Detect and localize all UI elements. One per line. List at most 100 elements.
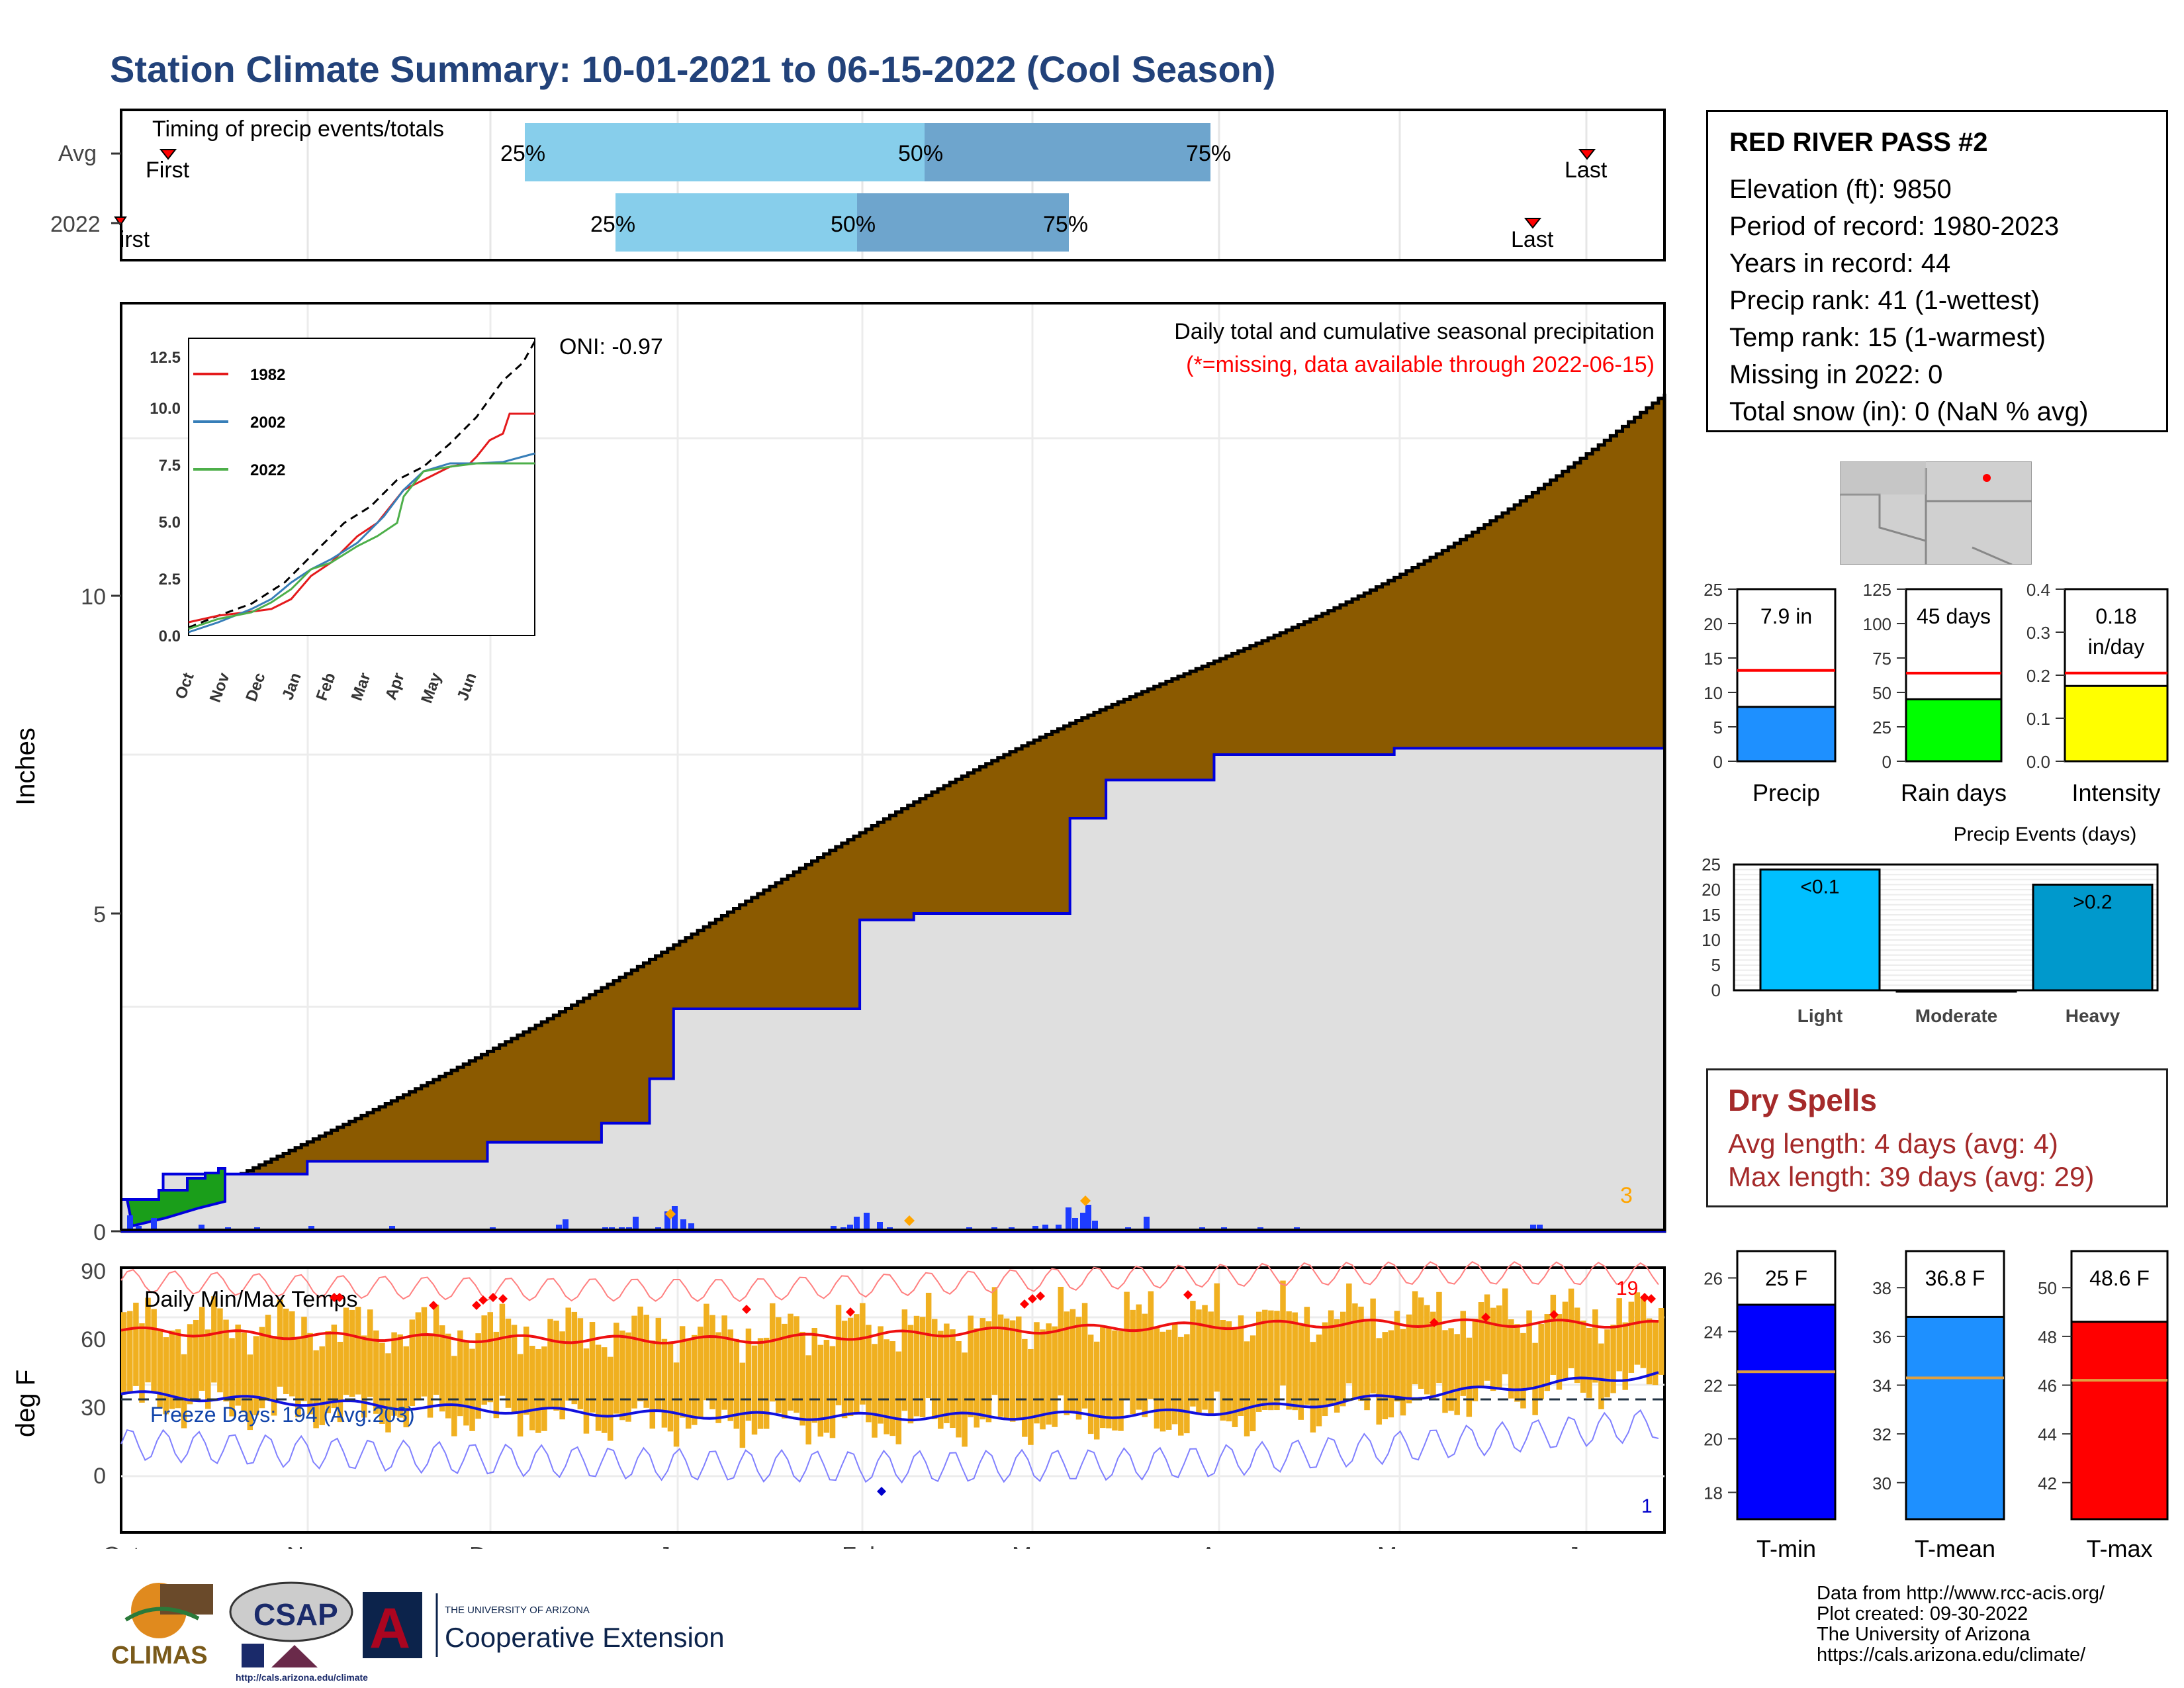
precip-panel: 3 Daily total and cumulative seasonal pr… <box>11 302 1666 1244</box>
daily-temp-bar <box>698 1327 704 1419</box>
daily-temp-bar <box>776 1317 782 1413</box>
daily-temp-bar <box>127 1311 133 1393</box>
daily-temp-bar <box>415 1312 422 1401</box>
row-label-2022: 2022 <box>50 212 101 237</box>
record-high-marker <box>1640 1293 1649 1302</box>
ua-logo: A THE UNIVERSITY OF ARIZONA Cooperative … <box>363 1592 725 1660</box>
daily-temp-bar <box>547 1319 553 1409</box>
daily-temp-bar <box>1208 1311 1214 1415</box>
daily-temp-bar <box>1160 1331 1166 1432</box>
daily-temp-bar <box>847 1317 854 1417</box>
svg-text:THE UNIVERSITY OF ARIZONA: THE UNIVERSITY OF ARIZONA <box>445 1605 590 1616</box>
daily-temp-bar <box>271 1336 277 1416</box>
daily-temp-bar <box>1190 1301 1196 1407</box>
daily-temp-bar <box>343 1307 349 1395</box>
daily-temp-bar <box>301 1317 307 1401</box>
stat-y-tick: 50 <box>1872 683 1891 703</box>
daily-temp-bar <box>1652 1319 1659 1385</box>
daily-temp-bar <box>985 1321 992 1423</box>
month-tick: Dec <box>469 1542 512 1549</box>
event-category: Heavy <box>2066 1006 2120 1026</box>
daily-temp-bar <box>938 1331 944 1429</box>
daily-temp-bar <box>829 1346 836 1438</box>
info-line: Precip rank: 41 (1-wettest) <box>1729 286 2040 315</box>
stat-y-tick: 25 <box>1704 580 1723 600</box>
first-label-avg: First <box>146 158 190 183</box>
q75-avg: 75% <box>1186 141 1231 166</box>
y-tick: 0 <box>93 1220 106 1244</box>
daily-temp-bar <box>715 1332 721 1423</box>
record-high-marker <box>1036 1291 1045 1301</box>
daily-temp-bar <box>1009 1320 1016 1422</box>
daily-temp-bar <box>457 1330 463 1417</box>
daily-temp-bar <box>325 1331 332 1413</box>
daily-temp-bar <box>385 1353 391 1432</box>
temp-y-tick: 44 <box>2038 1425 2057 1444</box>
daily-temp-bar <box>1628 1301 1635 1373</box>
record-high-marker <box>1028 1294 1037 1303</box>
daily-temp-bar <box>685 1339 692 1429</box>
daily-precip-bar <box>1144 1217 1150 1231</box>
daily-temp-bar <box>1634 1292 1641 1365</box>
month-tick: May <box>1377 1542 1422 1549</box>
precip-events-chart: Precip Events (days) 25 20 15 10 5 0 <0.1 Light M… <box>1702 823 2159 1026</box>
svg-text:A: A <box>369 1597 410 1660</box>
q25-avg: 25% <box>500 141 545 166</box>
daily-temp-bar <box>349 1309 355 1397</box>
early-season-area <box>125 1167 226 1228</box>
daily-temp-bar <box>397 1334 403 1418</box>
daily-temp-bar <box>1646 1318 1653 1385</box>
dry-spells-max: Max length: 39 days (avg: 29) <box>1728 1161 2095 1192</box>
daily-temp-bar <box>403 1346 409 1428</box>
daily-temp-bar <box>1280 1280 1286 1385</box>
daily-temp-bar <box>757 1338 764 1429</box>
dry-spells-avg: Avg length: 4 days (avg: 4) <box>1728 1128 2058 1159</box>
daily-temp-bar <box>1028 1348 1034 1445</box>
daily-temp-bar <box>1118 1331 1124 1431</box>
daily-temp-bar <box>1520 1333 1526 1409</box>
daily-temp-bar <box>175 1329 181 1409</box>
daily-temp-bar <box>614 1323 619 1414</box>
daily-temp-bar <box>667 1343 674 1432</box>
daily-temp-bar <box>721 1315 727 1410</box>
events-y-tick: 15 <box>1702 905 1721 925</box>
daily-temp-bar <box>794 1316 799 1413</box>
missing-marker <box>904 1215 915 1226</box>
daily-temp-bar <box>295 1337 301 1418</box>
daily-temp-bar <box>841 1321 848 1419</box>
stat-y-tick: 0.3 <box>2026 623 2050 643</box>
daily-temp-bar <box>1040 1329 1046 1430</box>
stat-label: Rain days <box>1901 779 2007 806</box>
temp-bar-label: T-mean <box>1915 1535 1995 1562</box>
daily-temp-bar <box>901 1309 908 1411</box>
first-marker-avg <box>159 149 177 160</box>
daily-temp-bar <box>283 1308 289 1394</box>
daily-temp-bar <box>1472 1319 1479 1401</box>
daily-temp-bar <box>1268 1310 1274 1411</box>
daily-temp-bar <box>493 1331 500 1419</box>
events-y-tick: 10 <box>1702 930 1721 950</box>
record-high-marker <box>1647 1294 1656 1303</box>
stat-value: 45 days <box>1917 604 1991 628</box>
svg-text:2.5: 2.5 <box>159 571 181 588</box>
daily-temp-bar <box>872 1344 878 1438</box>
daily-precip-bar <box>847 1225 853 1231</box>
daily-temp-bar <box>1304 1307 1310 1405</box>
record-high-marker <box>472 1301 481 1310</box>
stat-value: 7.9 in <box>1760 604 1812 628</box>
record-high-marker <box>429 1301 438 1310</box>
daily-temp-bar <box>1322 1322 1328 1417</box>
daily-temp-bar <box>511 1325 518 1413</box>
stat-y-tick: 25 <box>1872 718 1891 737</box>
temp-y-tick: 42 <box>2038 1474 2057 1493</box>
temp-bar-label: T-min <box>1756 1535 1816 1562</box>
daily-temp-bar <box>692 1335 698 1425</box>
month-tick: Oct <box>103 1542 140 1549</box>
locator-map <box>1840 461 2032 565</box>
svg-text:12.5: 12.5 <box>150 349 181 367</box>
svg-text:0: 0 <box>93 1464 106 1489</box>
daily-temp-bar <box>1226 1321 1232 1422</box>
daily-temp-bar <box>319 1346 325 1425</box>
daily-temp-bar <box>1556 1314 1563 1390</box>
daily-temp-bar <box>799 1331 805 1426</box>
